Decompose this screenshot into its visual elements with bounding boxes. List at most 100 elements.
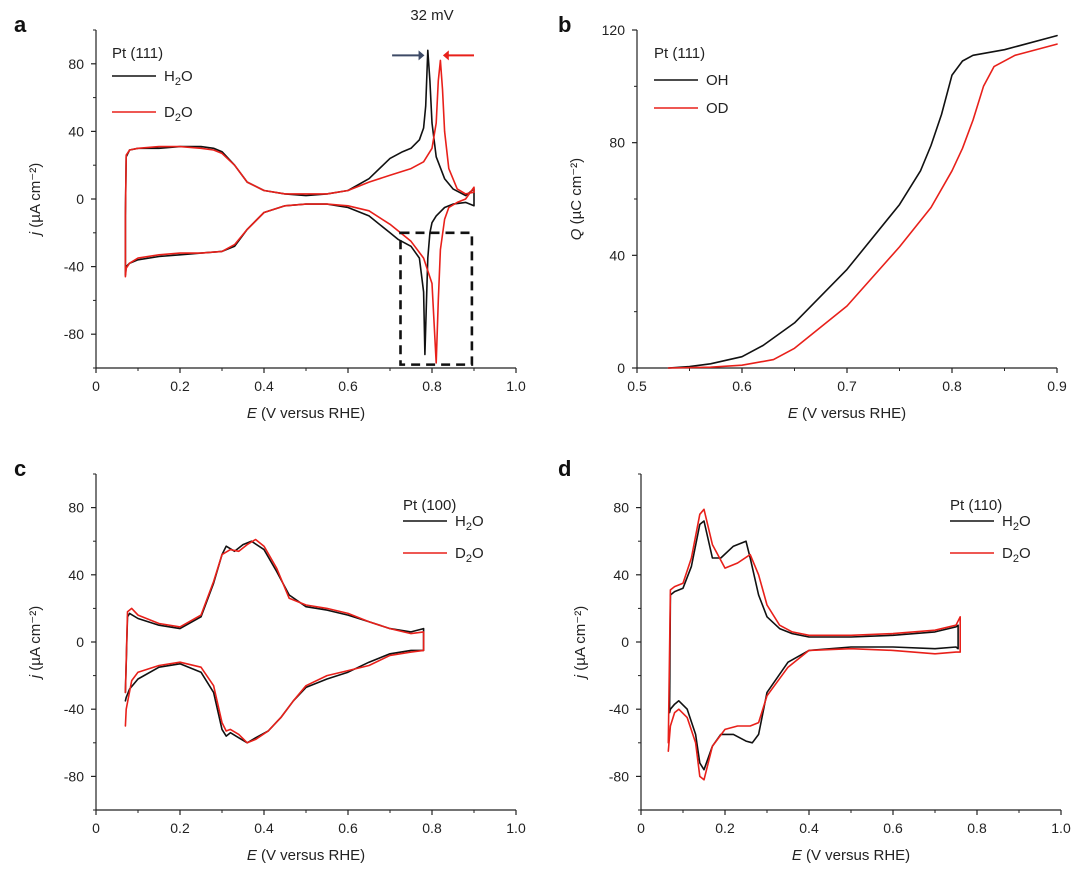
panel-label-a: a xyxy=(14,12,27,37)
arrowhead-left xyxy=(418,50,425,61)
x-tick-label: 0.2 xyxy=(715,820,735,836)
series-line-h2o xyxy=(124,49,475,356)
y-tick-label: 0 xyxy=(617,360,625,376)
axes: 0 0.2 0.4 0.6 0.8 1.0 -80 -40 0 40 80 xyxy=(64,29,526,394)
legend-entry-od: OD xyxy=(706,100,729,117)
series-line-h2o xyxy=(668,520,959,771)
x-tick-label: 0.6 xyxy=(732,378,752,394)
y-tick-label: -40 xyxy=(609,701,629,717)
legend-entry-base: H xyxy=(1002,513,1013,530)
legend-entry-h2o: H2O xyxy=(164,68,193,88)
y-axis-unit: (µA cm⁻²) xyxy=(27,163,44,232)
legend-entry-tail: O xyxy=(472,513,484,530)
x-axis-variable: E xyxy=(788,405,799,422)
y-tick-label: 0 xyxy=(76,191,84,207)
legend-entry-subscript: 2 xyxy=(466,521,472,533)
x-tick-label: 0 xyxy=(92,820,100,836)
x-axis-unit: (V versus RHE) xyxy=(257,405,365,422)
y-axis-title: Q (µC cm⁻²) xyxy=(568,158,585,240)
legend-entry-h2o: H2O xyxy=(455,513,484,533)
chart-panel-b: b 0.5 0.6 0.7 0.8 0.9 0 40 80 120 E (V versus RHE)… xyxy=(558,12,1067,422)
x-tick-label: 0.7 xyxy=(837,378,857,394)
legend-entry-d2o: D2O xyxy=(164,104,193,124)
series-line-d2o xyxy=(124,59,475,364)
legend-entry-subscript: 2 xyxy=(175,76,181,88)
chart-panel-d: d 0 0.2 0.4 0.6 0.8 1.0 -80 -40 0 40 80 E (V versus … xyxy=(558,456,1071,864)
y-tick-label: 120 xyxy=(602,22,626,38)
x-tick-label: 0.8 xyxy=(942,378,962,394)
shift-annotation-label: 32 mV xyxy=(410,7,453,24)
x-axis-variable: E xyxy=(792,847,803,864)
y-tick-label: 80 xyxy=(613,500,629,516)
y-axis-title: j (µA cm⁻²) xyxy=(27,163,44,237)
x-tick-label: 0.9 xyxy=(1047,378,1067,394)
legend-entry-base: OH xyxy=(706,72,729,89)
x-tick-label: 1.0 xyxy=(1051,820,1071,836)
legend-entry-subscript: 2 xyxy=(175,112,181,124)
y-tick-label: 40 xyxy=(613,567,629,583)
legend-entry-base: D xyxy=(164,104,175,121)
x-axis-variable: E xyxy=(247,405,258,422)
arrowhead-right xyxy=(442,50,449,61)
x-axis-unit: (V versus RHE) xyxy=(802,847,910,864)
x-tick-label: 0.4 xyxy=(254,820,274,836)
y-tick-label: 80 xyxy=(609,135,625,151)
axes: 0.5 0.6 0.7 0.8 0.9 0 40 80 120 xyxy=(602,22,1067,394)
x-tick-label: 0.5 xyxy=(627,378,647,394)
legend-entry-oh: OH xyxy=(706,72,729,89)
y-tick-label: 80 xyxy=(68,56,84,72)
y-tick-label: 80 xyxy=(68,500,84,516)
x-tick-label: 0.4 xyxy=(254,378,274,394)
panel-label-c: c xyxy=(14,456,26,481)
x-axis-title: E (V versus RHE) xyxy=(247,847,365,864)
legend-entry-tail: O xyxy=(181,104,193,121)
x-tick-label: 0.2 xyxy=(170,820,190,836)
y-axis-unit: (µA cm⁻²) xyxy=(572,606,589,675)
y-tick-label: 40 xyxy=(609,247,625,263)
y-axis-variable: Q xyxy=(568,228,585,240)
y-tick-label: -40 xyxy=(64,701,84,717)
x-axis-title: E (V versus RHE) xyxy=(792,847,910,864)
panel-label-d: d xyxy=(558,456,571,481)
legend: Pt (111)OH OD xyxy=(654,45,729,117)
x-axis-variable: E xyxy=(247,847,258,864)
x-tick-label: 0.2 xyxy=(170,378,190,394)
x-axis-title: E (V versus RHE) xyxy=(247,405,365,422)
x-tick-label: 1.0 xyxy=(506,820,526,836)
legend-entry-subscript: 2 xyxy=(466,553,472,565)
x-axis-title: E (V versus RHE) xyxy=(788,405,906,422)
legend-entry-base: H xyxy=(455,513,466,530)
legend-entry-tail: O xyxy=(1019,545,1031,562)
x-axis-unit: (V versus RHE) xyxy=(257,847,365,864)
x-tick-label: 0 xyxy=(92,378,100,394)
series-line-d2o xyxy=(667,508,962,781)
y-axis-unit: (µA cm⁻²) xyxy=(27,606,44,675)
x-tick-label: 1.0 xyxy=(506,378,526,394)
y-axis-variable: j xyxy=(27,674,44,680)
legend-entry-d2o: D2O xyxy=(455,545,484,565)
legend-entry-d2o: D2O xyxy=(1002,545,1031,565)
legend-entry-tail: O xyxy=(1019,513,1031,530)
x-tick-label: 0.4 xyxy=(799,820,819,836)
legend-title: Pt (111) xyxy=(112,45,163,62)
series-line-od xyxy=(667,43,1058,369)
legend-entry-subscript: 2 xyxy=(1013,521,1019,533)
legend-entry-subscript: 2 xyxy=(1013,553,1019,565)
chart-panel-c: c 0 0.2 0.4 0.6 0.8 1.0 -80 -40 0 40 80 E (V versus … xyxy=(14,456,526,864)
x-tick-label: 0.8 xyxy=(422,820,442,836)
legend-entry-base: H xyxy=(164,68,175,85)
legend-entry-tail: O xyxy=(472,545,484,562)
legend-entry-base: D xyxy=(1002,545,1013,562)
x-tick-label: 0.6 xyxy=(338,820,358,836)
y-tick-label: -80 xyxy=(64,768,84,784)
y-tick-label: 0 xyxy=(621,634,629,650)
series-line-h2o xyxy=(124,540,425,744)
legend-title: Pt (100) xyxy=(403,497,456,514)
x-tick-label: 0.6 xyxy=(883,820,903,836)
y-axis-variable: j xyxy=(572,674,589,680)
x-tick-label: 0.8 xyxy=(422,378,442,394)
y-axis-title: j (µA cm⁻²) xyxy=(27,606,44,680)
